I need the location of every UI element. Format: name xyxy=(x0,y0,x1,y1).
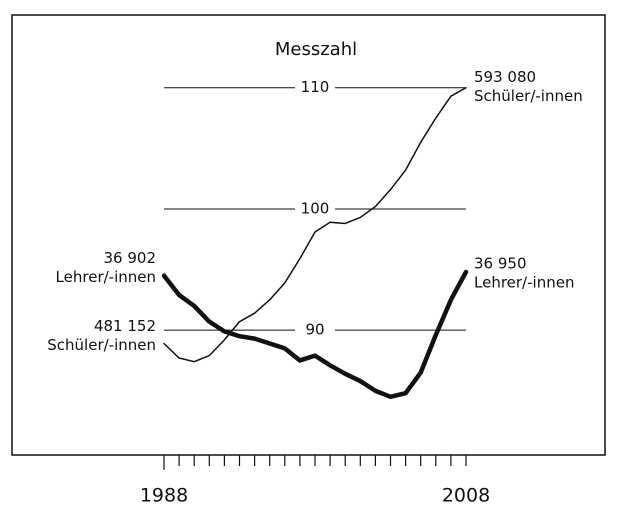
y-tick-label: 90 xyxy=(305,321,324,339)
annotation: 593 080 xyxy=(474,68,536,86)
annotation: 36 902 xyxy=(104,249,157,267)
y-tick-label: 110 xyxy=(301,78,330,96)
tick-label-bg xyxy=(295,321,335,340)
plot-frame xyxy=(11,14,606,456)
annotation: Lehrer/-innen xyxy=(474,273,574,291)
chart-title: Messzahl xyxy=(275,39,357,60)
annotation: 481 152 xyxy=(94,317,156,335)
tick-label-bg xyxy=(295,78,335,97)
annotation: Schüler/-innen xyxy=(47,336,156,354)
series-line xyxy=(161,269,469,400)
annotation: Schüler/-innen xyxy=(474,87,583,105)
x-tick-label: 2008 xyxy=(442,485,490,507)
x-tick-label: 1988 xyxy=(140,485,188,507)
y-tick-label: 100 xyxy=(301,199,330,217)
annotation: 36 950 xyxy=(474,254,527,272)
tick-label-bg xyxy=(295,199,335,218)
annotation: Lehrer/-innen xyxy=(56,268,156,286)
series-line xyxy=(163,86,467,363)
